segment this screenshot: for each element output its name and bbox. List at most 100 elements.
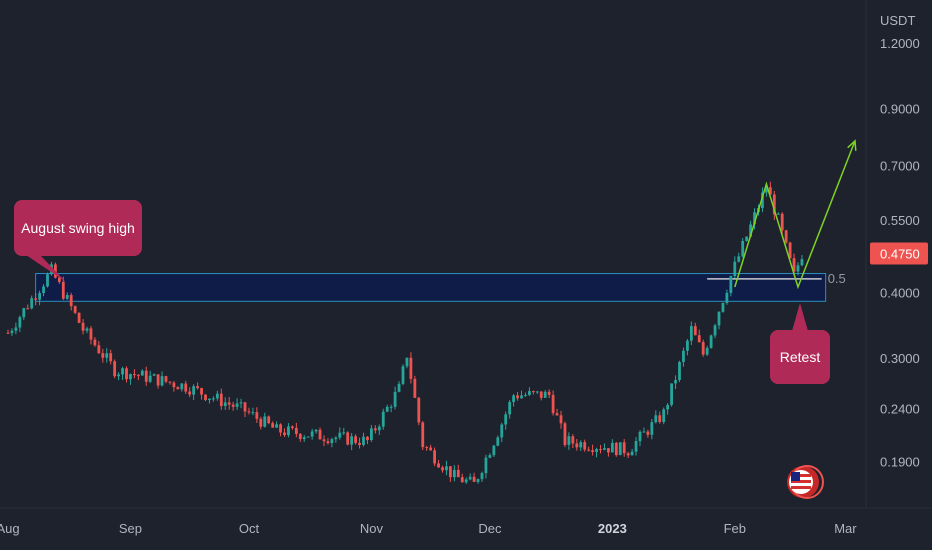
- candle-body: [196, 386, 199, 389]
- candle-body: [381, 411, 385, 427]
- candle-body: [658, 415, 662, 422]
- candle-body: [686, 340, 689, 351]
- price-axis[interactable]: 1.2000 0.9000 0.7000 0.5500 0.4000 0.3000 0.24…: [880, 36, 920, 470]
- candle-body: [413, 378, 417, 398]
- projection-path[interactable]: [734, 139, 857, 290]
- candle-body: [575, 443, 579, 448]
- time-axis[interactable]: Aug Sep Oct Nov Dec 2023 Feb Mar: [0, 521, 857, 536]
- candle-body: [223, 402, 227, 407]
- last-price-tag[interactable]: 0.4750: [870, 242, 928, 265]
- swing-high-callout-box: [14, 200, 142, 256]
- candle-body: [626, 453, 630, 456]
- candle-body: [389, 406, 393, 408]
- time-tick-label: Oct: [239, 521, 260, 536]
- candle-body: [93, 339, 97, 346]
- candle-body: [77, 312, 81, 323]
- candle-body: [638, 431, 642, 442]
- candle-body: [370, 428, 373, 441]
- candle-body: [701, 342, 705, 355]
- support-zone[interactable]: [35, 273, 827, 302]
- candle-body: [516, 395, 519, 399]
- candle-body: [180, 383, 184, 390]
- candle-body: [10, 330, 14, 334]
- candle-body: [496, 437, 500, 446]
- candle-body: [421, 422, 425, 448]
- candle-body: [646, 431, 650, 435]
- candle-body: [306, 436, 310, 438]
- candle-body: [192, 386, 196, 395]
- candle-body: [792, 258, 796, 272]
- candle-body: [101, 353, 105, 358]
- candle-body: [97, 345, 101, 354]
- candle-body: [26, 308, 30, 310]
- candle-body: [456, 469, 460, 478]
- candle-body: [662, 409, 666, 422]
- candle-body: [362, 436, 365, 445]
- candle-body: [504, 414, 508, 425]
- time-tick-label: Aug: [0, 521, 20, 536]
- swing-high-callout[interactable]: August swing high: [14, 200, 142, 282]
- price-tick-label: 0.4000: [880, 286, 920, 301]
- candle-body: [768, 187, 772, 195]
- candle-body: [117, 374, 120, 377]
- candle-body: [433, 450, 436, 464]
- candle-body: [109, 353, 113, 362]
- candle-body: [125, 368, 128, 380]
- projection-arrowhead: [847, 139, 857, 151]
- candle-body: [634, 441, 638, 452]
- time-tick-label: 2023: [598, 521, 627, 536]
- candle-body: [271, 423, 275, 428]
- candle-body: [136, 374, 140, 376]
- candle-body: [38, 293, 41, 300]
- candle-body: [405, 357, 409, 367]
- retest-callout[interactable]: Retest: [770, 303, 830, 384]
- candle-body: [219, 393, 223, 407]
- candle-body: [725, 292, 729, 303]
- candle-body: [753, 212, 756, 225]
- candle-body: [160, 376, 164, 386]
- candle-body: [417, 397, 421, 423]
- candle-body: [89, 328, 93, 340]
- price-tick-label: 1.2000: [880, 36, 920, 51]
- candle-body: [46, 274, 49, 287]
- candle-body: [520, 395, 523, 399]
- candle-body: [172, 382, 176, 388]
- candle-body: [741, 240, 745, 257]
- candle-body: [152, 374, 156, 376]
- candle-body: [796, 265, 800, 272]
- candle-body: [543, 391, 547, 398]
- candle-body: [733, 261, 737, 277]
- candle-body: [373, 428, 377, 431]
- candle-body: [168, 381, 172, 383]
- candle-body: [567, 436, 571, 445]
- candle-body: [334, 437, 338, 440]
- candle-body: [243, 402, 247, 412]
- candle-body: [709, 335, 713, 348]
- candle-body: [279, 424, 282, 433]
- swing-high-callout-pointer: [26, 255, 66, 282]
- candle-body: [682, 350, 685, 362]
- candle-body: [69, 295, 73, 307]
- candle-body: [113, 361, 117, 377]
- candle-body: [314, 429, 318, 432]
- candle-body: [397, 383, 401, 392]
- candle-body: [761, 192, 764, 209]
- candle-body: [429, 447, 433, 451]
- candle-body: [693, 326, 697, 336]
- candle-body: [302, 437, 306, 440]
- candle-body: [65, 295, 69, 299]
- time-tick-label: Mar: [834, 521, 857, 536]
- candle-body: [508, 402, 512, 415]
- candle-body: [61, 281, 65, 299]
- fib-level-label: 0.5: [828, 271, 846, 286]
- candle-body: [595, 449, 598, 452]
- candle-body: [6, 332, 10, 334]
- candle-body: [385, 406, 389, 412]
- candle-body: [512, 395, 515, 403]
- candle-body: [14, 327, 18, 331]
- candle-body: [255, 412, 259, 419]
- candle-body: [350, 436, 354, 445]
- candle-body: [231, 404, 235, 407]
- candle-body: [338, 432, 342, 438]
